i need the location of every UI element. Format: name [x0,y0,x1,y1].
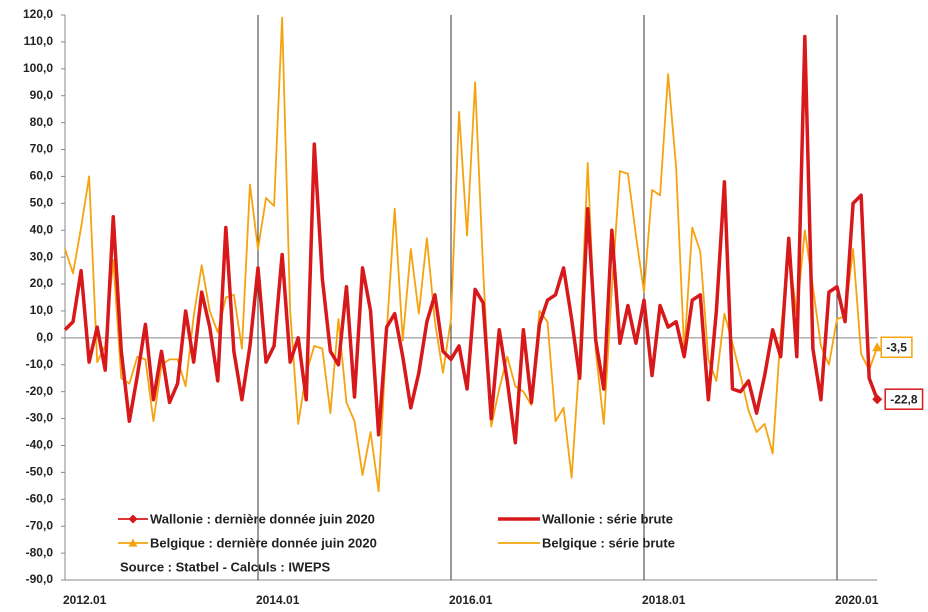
y-tick-label: 100,0 [23,61,53,75]
y-tick-label: 90,0 [30,88,54,102]
source-note: Source : Statbel - Calculs : IWEPS [120,559,331,574]
last-point-marker [872,394,883,405]
series-line [63,34,879,445]
y-tick-label: 60,0 [30,169,54,183]
series-line [64,16,879,493]
value-label: -22,8 [884,388,924,410]
value-label-box [884,388,924,410]
y-tick-label: 30,0 [30,249,54,263]
y-tick-label: -80,0 [26,545,54,559]
y-tick-label: -70,0 [26,518,54,532]
value-label-box [880,336,913,359]
x-tick-label: 2014.01 [256,593,300,607]
legend-marker [128,538,138,547]
y-tick-label: 50,0 [30,196,54,210]
y-tick-label: 40,0 [30,222,54,236]
x-tick-label: 2020.01 [835,593,879,607]
y-tick-label: -50,0 [26,465,54,479]
y-tick-label: -30,0 [26,411,54,425]
legend-marker [128,514,138,524]
x-tick-label: 2012.01 [63,593,107,607]
y-tick-label: 10,0 [30,303,54,317]
legend-label: Belgique : dernière donnée juin 2020 [150,535,377,550]
y-tick-label: -10,0 [26,357,54,371]
y-tick-label: -90,0 [26,572,54,586]
value-label: -3,5 [880,336,913,359]
y-tick-label: 110,0 [24,34,54,48]
y-tick-label: -40,0 [26,438,54,452]
legend-label: Belgique : série brute [542,535,675,550]
y-tick-label: 20,0 [30,276,54,290]
last-point-marker [872,342,883,352]
y-tick-label: 70,0 [30,142,54,156]
x-tick-label: 2018.01 [642,593,686,607]
y-tick-label: 120,0 [23,7,53,21]
y-tick-label: 80,0 [30,115,54,129]
value-label-text: -3,5 [886,340,907,354]
legend-label: Wallonie : dernière donnée juin 2020 [150,511,375,526]
y-tick-label: 0,0 [36,330,53,344]
legend: Wallonie : dernière donnée juin 2020 Wall… [118,511,675,550]
legend-label: Wallonie : série brute [542,511,673,526]
x-tick-label: 2016.01 [449,593,493,607]
y-tick-label: -60,0 [26,491,54,505]
value-label-text: -22,8 [890,392,918,406]
y-tick-label: -20,0 [26,384,54,398]
